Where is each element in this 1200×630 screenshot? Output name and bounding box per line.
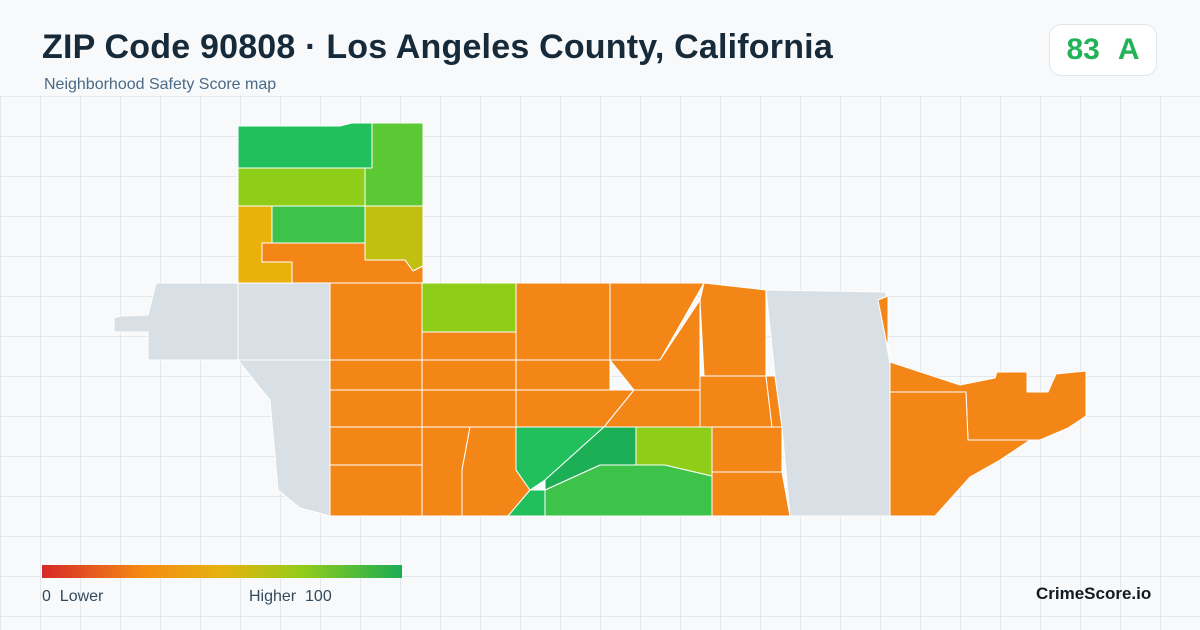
tract-nw-green-a[interactable] [271,205,366,244]
safety-grade: A [1117,33,1140,66]
tract-c15[interactable] [329,464,423,517]
tract-nw-top-right[interactable] [364,122,424,207]
tract-c3[interactable] [421,331,517,361]
tract-c21[interactable] [635,426,713,477]
brand-logo-text: CrimeScore.io [1036,584,1152,603]
tract-c24[interactable] [711,426,783,473]
tract-nw-mid[interactable] [237,167,366,207]
tract-c1[interactable] [329,282,423,361]
area-east-no-data[interactable] [765,289,891,517]
legend-labels: 0 Lower Higher 100 [42,588,402,608]
area-west-no-data[interactable] [113,282,331,517]
tract-c8[interactable] [515,359,611,391]
area-west-inner-no-data[interactable] [237,282,331,361]
tract-center-orange[interactable] [421,359,517,391]
safety-score-badge: 83 A [1049,24,1157,76]
safety-score-value: 83 [1066,33,1100,66]
tract-c6[interactable] [329,359,423,391]
legend-gradient-bar [42,565,402,578]
tract-c25[interactable] [711,471,791,517]
tract-e2[interactable] [889,391,1031,517]
tract-c10[interactable] [421,389,517,428]
header-divider [0,96,1200,97]
page-title: ZIP Code 90808 · Los Angeles County, Cal… [42,28,833,66]
tract-c22[interactable] [699,282,767,377]
tract-east-orange-sliver[interactable] [877,295,894,363]
tract-c9[interactable] [329,389,423,428]
tract-c18[interactable] [515,426,605,491]
page-subtitle: Neighborhood Safety Score map [44,76,277,93]
legend-high-label: Higher 100 [249,588,332,605]
tract-c23[interactable] [699,375,773,428]
tract-nw-top[interactable] [237,122,373,169]
tract-c14[interactable] [329,426,423,466]
legend-low-label: 0 Lower [42,588,104,605]
tract-center-yellowgreen[interactable] [421,282,517,333]
tract-c12[interactable] [609,299,701,391]
tract-nw-green-b[interactable] [261,242,424,284]
tract-c4[interactable] [515,282,611,361]
